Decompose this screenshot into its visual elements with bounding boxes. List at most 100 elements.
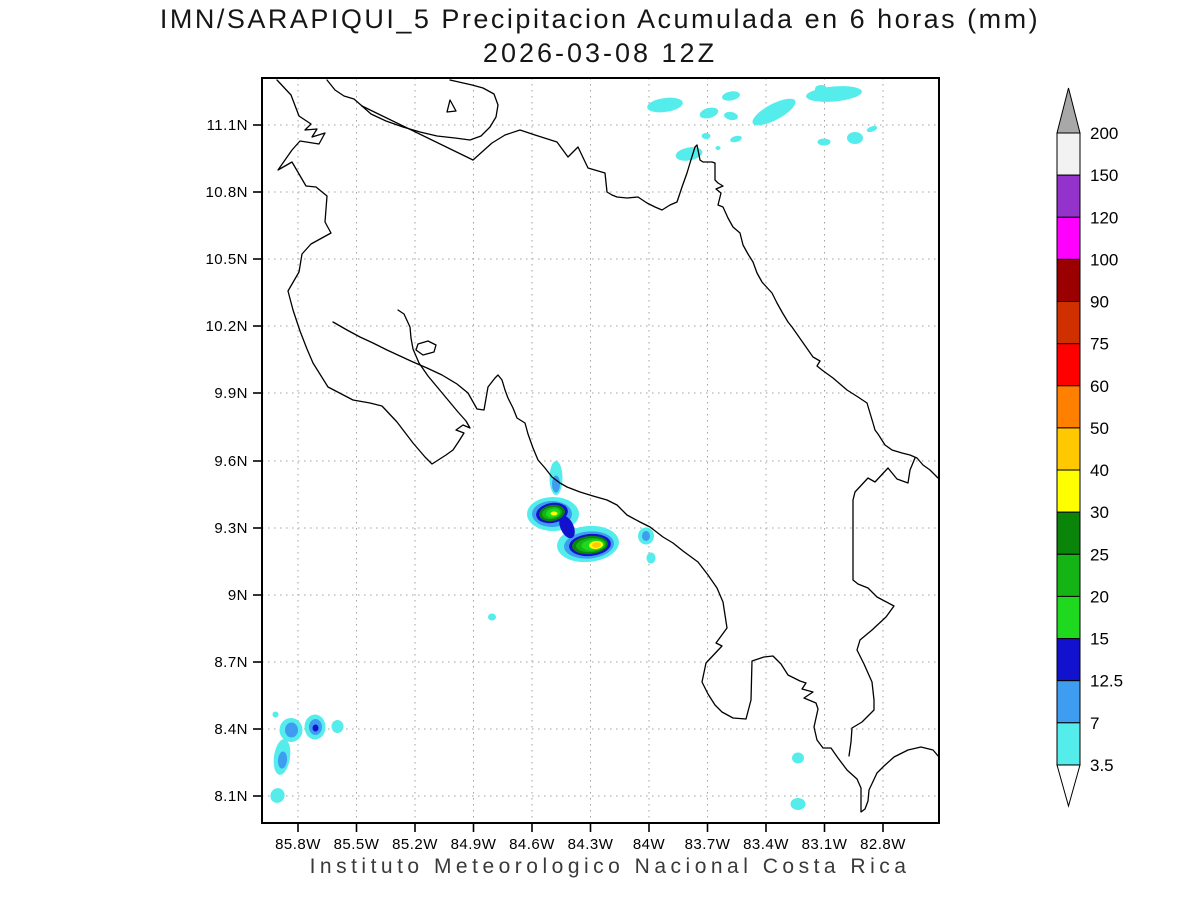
precip-blob	[752, 98, 796, 126]
axis-layer: 85.8W 85.5W 85.2W 84.9W 84.6W 84.3W 84W 83.7W 83…	[205, 117, 906, 853]
precip-blob	[331, 720, 344, 733]
coast-path	[472, 129, 939, 479]
coast-path	[446, 99, 457, 113]
colorbar-label: 75	[1090, 335, 1109, 354]
coast-path	[361, 105, 474, 161]
colorbar-label: 12.5	[1090, 672, 1123, 691]
precip-blob	[272, 711, 279, 718]
colorbar-label: 3.5	[1090, 756, 1114, 775]
precip-blob	[647, 97, 683, 113]
x-tick-label: 83.1W	[802, 836, 848, 853]
coast-path	[848, 457, 916, 757]
colorbar-segment	[1056, 343, 1081, 387]
colorbar-segment	[1056, 385, 1081, 429]
y-tick-label: 10.5N	[205, 251, 248, 268]
precip-blob	[552, 475, 560, 493]
coastline-layer	[276, 79, 939, 813]
precip-blob	[488, 613, 496, 621]
colorbar-segment	[1056, 216, 1081, 260]
x-tick-label: 84.3W	[568, 836, 614, 853]
precip-blob	[792, 752, 804, 764]
y-tick-label: 8.1N	[214, 788, 248, 805]
colorbar-segment	[1056, 680, 1081, 724]
precip-blob	[817, 138, 831, 146]
title-line2: 2026-03-08 12Z	[482, 38, 718, 68]
colorbar-segment	[1056, 174, 1081, 218]
colorbar-label: 25	[1090, 545, 1109, 564]
colorbar-arrow-bottom	[1056, 764, 1081, 808]
precip-blob	[270, 788, 285, 803]
colorbar-segment	[1056, 301, 1081, 345]
colorbar-label: 20	[1090, 587, 1109, 606]
colorbar-label: 120	[1090, 208, 1118, 227]
y-tick-label: 8.4N	[214, 721, 248, 738]
colorbar-label: 150	[1090, 166, 1118, 185]
colorbar-segment	[1056, 132, 1081, 176]
colorbar-label: 15	[1090, 630, 1109, 649]
x-tick-label: 84W	[633, 836, 666, 853]
title-line1: IMN/SARAPIQUI_5 Precipitacion Acumulada …	[159, 4, 1041, 34]
precip-blob	[847, 132, 863, 144]
colorbar-label: 100	[1090, 250, 1118, 269]
colorbar-label: 90	[1090, 293, 1109, 312]
coast-path	[332, 321, 939, 813]
colorbar-label: 7	[1090, 714, 1099, 733]
colorbar-segment	[1056, 258, 1081, 303]
x-tick-label: 85.5W	[334, 836, 380, 853]
colorbar-label: 50	[1090, 419, 1109, 438]
coast-path	[361, 79, 499, 141]
colorbar-segment	[1056, 553, 1081, 597]
y-tick-label: 9N	[228, 587, 248, 604]
colorbar-segment	[1056, 469, 1081, 513]
y-tick-label: 10.8N	[205, 184, 248, 201]
colorbar-label: 40	[1090, 461, 1109, 480]
precip-blob	[701, 133, 711, 139]
y-tick-label: 9.9N	[214, 385, 248, 402]
colorbar-segment	[1056, 427, 1081, 471]
precip-blob	[592, 542, 601, 548]
precip-blob	[312, 724, 319, 732]
coast-path	[415, 340, 437, 356]
precip-blob	[699, 107, 719, 119]
y-tick-label: 9.6N	[214, 453, 248, 470]
x-tick-label: 85.8W	[275, 836, 321, 853]
x-tick-label: 85.2W	[392, 836, 438, 853]
colorbar-segment	[1056, 722, 1081, 766]
colorbar-segment	[1056, 511, 1081, 555]
precip-blob	[642, 531, 650, 541]
precip-blob	[722, 91, 740, 101]
colorbar: 200 150 120 100 90 75 60 50 40 30 25 20 15 12.5 7 3.5	[1056, 87, 1123, 808]
precip-blob	[646, 552, 656, 564]
precip-blob	[675, 147, 703, 161]
map-frame	[261, 77, 940, 824]
page-title: IMN/SARAPIQUI_5 Precipitacion Acumulada …	[0, 4, 1200, 69]
colorbar-label: 60	[1090, 377, 1109, 396]
x-tick-label: 82.8W	[860, 836, 906, 853]
precip-blob	[866, 125, 878, 133]
colorbar-label: 200	[1090, 124, 1118, 143]
y-tick-label: 8.7N	[214, 654, 248, 671]
colorbar-label: 30	[1090, 503, 1109, 522]
precip-blob	[559, 515, 575, 539]
x-tick-label: 84.6W	[509, 836, 555, 853]
gridlines	[262, 78, 939, 823]
precip-blob	[790, 798, 806, 810]
y-tick-label: 10.2N	[205, 318, 248, 335]
precip-blob	[724, 111, 738, 121]
precip-blob	[715, 146, 721, 150]
colorbar-segment	[1056, 638, 1081, 682]
precip-blob	[815, 85, 827, 93]
footer-caption: Instituto Meteorologico Nacional Costa R…	[309, 855, 911, 878]
y-tick-label: 9.3N	[214, 520, 248, 537]
coast-path	[326, 79, 363, 107]
precip-blob	[550, 511, 558, 516]
coast-path	[276, 79, 471, 465]
precip-blob	[806, 86, 862, 102]
y-tick-label: 11.1N	[207, 117, 248, 134]
x-tick-label: 83.4W	[743, 836, 789, 853]
x-tick-label: 84.9W	[451, 836, 497, 853]
precipitation-blobs	[270, 85, 878, 810]
colorbar-segment	[1056, 595, 1081, 640]
precip-blob	[285, 722, 298, 738]
precip-blob	[730, 135, 742, 143]
